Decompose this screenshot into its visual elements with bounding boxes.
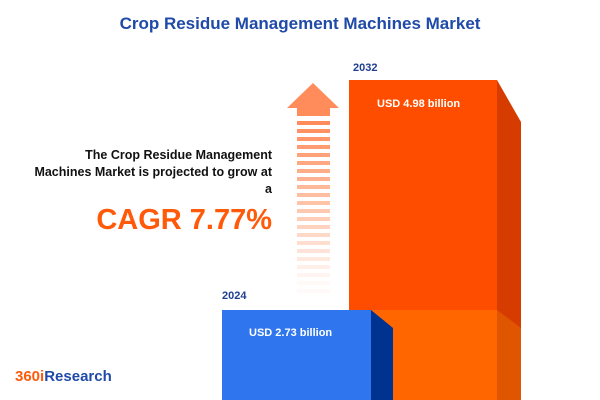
arrow-stripe — [297, 249, 330, 253]
cagr-value: CAGR 7.77% — [96, 204, 272, 236]
arrow-stripe — [297, 145, 330, 149]
arrow-stripe — [297, 161, 330, 165]
bar-2024 — [222, 310, 371, 400]
growth-arrow-icon — [287, 83, 339, 293]
arrow-stripe — [297, 289, 330, 293]
data-label-2032: USD 4.98 billion — [377, 98, 461, 110]
logo-part1: 360i — [15, 368, 45, 385]
arrow-stripe — [297, 193, 330, 197]
arrow-stripe — [297, 233, 330, 237]
arrow-stripe — [297, 129, 330, 133]
arrow-stripe — [297, 137, 330, 141]
page-title: Crop Residue Management Machines Market — [119, 14, 481, 33]
arrow-stripe — [297, 185, 330, 189]
data-label-2024: USD 2.73 billion — [249, 327, 333, 339]
arrow-stripe — [297, 153, 330, 157]
bar-2032-lower-side — [497, 310, 521, 400]
arrow-stripe — [297, 169, 330, 173]
logo-part2: Research — [44, 368, 112, 385]
arrow-stripe — [297, 177, 330, 181]
category-label-2032: 2032 — [353, 62, 378, 74]
arrow-stripe — [297, 265, 330, 269]
arrow-stripe — [297, 273, 330, 277]
category-label-2024: 2024 — [222, 290, 247, 302]
arrow-stripe — [297, 217, 330, 221]
arrow-stripe — [297, 121, 330, 125]
arrow-stripe — [297, 201, 330, 205]
description-text: The Crop Residue Management Machines Mar… — [34, 148, 272, 196]
arrow-stripe — [297, 257, 330, 261]
bar-2024-side — [371, 310, 393, 400]
logo: 360iResearch — [15, 368, 112, 385]
arrow-stripe — [297, 209, 330, 213]
arrow-stripe — [297, 241, 330, 245]
arrow-stripe — [297, 225, 330, 229]
arrow-stripe — [297, 281, 330, 285]
